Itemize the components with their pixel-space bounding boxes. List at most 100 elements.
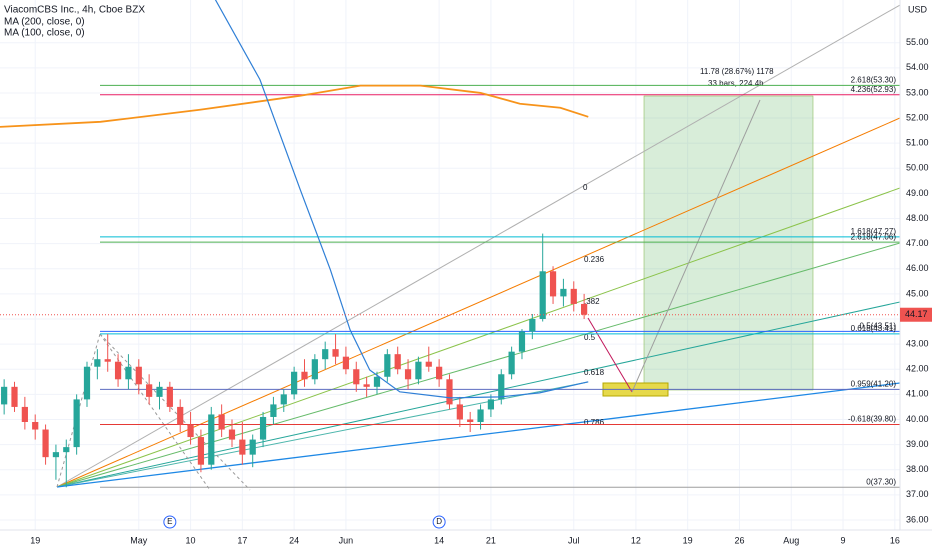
- x-tick-label: 19: [30, 535, 40, 545]
- y-tick-label: 39.00: [906, 439, 929, 449]
- candle-body: [249, 439, 256, 455]
- candle-body: [373, 376, 381, 387]
- candle-body: [549, 271, 557, 297]
- candle-body: [83, 366, 91, 400]
- projection-stat: 11.78 (28.67%) 1178: [700, 67, 774, 76]
- candle-body: [498, 374, 505, 400]
- candle-body: [394, 354, 401, 370]
- candle-body: [332, 349, 339, 357]
- fan-line: [56, 187, 900, 488]
- y-tick-label: 41.00: [906, 389, 929, 399]
- last-price-tag: [900, 307, 932, 322]
- event-marker: [432, 515, 446, 529]
- x-tick-label: 19: [683, 535, 693, 545]
- candle-body: [353, 369, 360, 385]
- candle-body: [114, 361, 122, 380]
- candle-body: [156, 386, 163, 397]
- fib-level-label: 2.618(53.30): [851, 76, 897, 85]
- x-tick-label: 17: [237, 535, 247, 545]
- y-tick-label: 48.00: [906, 213, 929, 223]
- y-tick-label: 50.00: [906, 163, 929, 173]
- x-tick-label: Jun: [339, 535, 354, 545]
- candle-body: [63, 447, 70, 453]
- fib-level-label: 0(37.30): [866, 477, 896, 486]
- y-tick-label: 36.00: [906, 514, 929, 524]
- y-tick-label: 54.00: [906, 62, 929, 72]
- candle-body: [560, 288, 567, 297]
- candle-body: [384, 354, 391, 377]
- candle-body: [166, 386, 173, 407]
- drawings: 0 0.236 .382 0.5 0.618 0.786 11.78 (28.6…: [56, 4, 900, 491]
- candle-body: [94, 359, 101, 367]
- candle-body: [425, 361, 432, 367]
- candle-body: [125, 366, 132, 380]
- candle-body: [104, 359, 111, 362]
- candle-body: [508, 351, 515, 375]
- event-label: E: [167, 517, 172, 526]
- y-tick-label: 52.00: [906, 112, 929, 122]
- series: 2.618(53.30)4.236(52.93) 1.618(47.27)2.61…: [0, 0, 900, 488]
- candle-body: [415, 361, 422, 380]
- fan-label: 0.236: [584, 255, 605, 264]
- candle-body: [301, 371, 308, 380]
- candle-body: [32, 421, 39, 430]
- candle-body: [529, 319, 536, 332]
- fib-level-label: 2.618(47.06): [851, 232, 897, 241]
- x-tick-label: 9: [841, 535, 846, 545]
- last-price-label: 44.17: [905, 309, 928, 319]
- candle-body: [280, 394, 287, 405]
- y-tick-label: 43.00: [906, 338, 929, 348]
- candle-body: [539, 271, 546, 320]
- y-tick-label: 53.00: [906, 87, 929, 97]
- candle-body: [259, 416, 267, 440]
- candle-body: [311, 359, 318, 380]
- y-tick-label: 37.00: [906, 489, 929, 499]
- candle-body: [146, 384, 153, 397]
- fan-line: [56, 382, 900, 488]
- candle-body: [404, 369, 412, 380]
- y-tick-label: 49.00: [906, 188, 929, 198]
- x-tick-label: Aug: [783, 535, 799, 545]
- candle-body: [342, 356, 350, 370]
- candle-body: [363, 384, 370, 387]
- candle-body: [239, 439, 246, 455]
- candle-body: [73, 399, 80, 448]
- legend-entry: MA (200, close, 0): [4, 17, 85, 28]
- candle-body: [52, 452, 60, 458]
- y-tick-label: 42.00: [906, 364, 929, 374]
- y-tick-label: 38.00: [906, 464, 929, 474]
- y-tick-label: 47.00: [906, 238, 929, 248]
- candle-body: [518, 331, 526, 352]
- candle-body: [467, 419, 474, 422]
- candle-body: [11, 386, 18, 407]
- candle-body: [208, 414, 215, 465]
- y-tick-label: 40.00: [906, 414, 929, 424]
- candle-body: [581, 303, 588, 315]
- fan-line: [56, 301, 900, 488]
- fan-label: 0.618: [584, 368, 605, 377]
- moving-average: [214, 0, 589, 399]
- fan-label: .382: [584, 297, 600, 306]
- x-tick-label: 24: [289, 535, 299, 545]
- projection-path: [587, 317, 633, 393]
- x-tick-label: 14: [434, 535, 444, 545]
- fan-line: [56, 242, 900, 488]
- candle-body: [270, 404, 277, 417]
- currency: USD: [908, 4, 928, 14]
- candle-body: [1, 386, 8, 405]
- grid: [0, 0, 900, 530]
- candle-body: [177, 406, 184, 425]
- fib-level-label: 1.618(47.27): [851, 227, 897, 236]
- fan-line: [56, 117, 900, 488]
- candle-body: [21, 406, 28, 422]
- fib-level-label: 4.236(52.93): [851, 85, 897, 94]
- x-tick-label: Jul: [568, 535, 580, 545]
- candle-body: [197, 437, 205, 465]
- fib-level-label: 0.959(41.20): [851, 379, 897, 388]
- x-tick-label: 26: [734, 535, 744, 545]
- candle-body: [477, 409, 484, 422]
- event-label: D: [436, 517, 442, 526]
- candle-body: [446, 379, 453, 405]
- candle-body: [436, 366, 443, 380]
